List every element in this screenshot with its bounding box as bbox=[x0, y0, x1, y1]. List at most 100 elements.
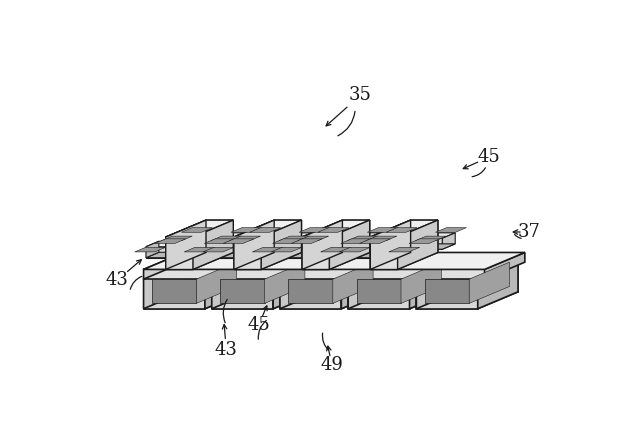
Polygon shape bbox=[143, 292, 245, 309]
Polygon shape bbox=[291, 239, 322, 243]
Polygon shape bbox=[261, 220, 301, 269]
Polygon shape bbox=[330, 220, 370, 269]
Polygon shape bbox=[371, 220, 438, 237]
Polygon shape bbox=[371, 220, 411, 269]
Polygon shape bbox=[436, 228, 467, 232]
Polygon shape bbox=[234, 233, 247, 249]
Polygon shape bbox=[234, 237, 261, 269]
Polygon shape bbox=[166, 233, 179, 249]
Polygon shape bbox=[166, 220, 206, 269]
Polygon shape bbox=[302, 220, 342, 269]
Polygon shape bbox=[302, 220, 342, 269]
Polygon shape bbox=[371, 220, 438, 237]
Polygon shape bbox=[212, 262, 252, 309]
Polygon shape bbox=[397, 220, 438, 269]
Polygon shape bbox=[135, 247, 166, 252]
Polygon shape bbox=[166, 244, 251, 249]
Text: 49: 49 bbox=[321, 356, 344, 375]
Polygon shape bbox=[348, 279, 410, 309]
Polygon shape bbox=[143, 269, 484, 279]
Polygon shape bbox=[366, 236, 397, 241]
Polygon shape bbox=[155, 239, 186, 243]
Text: 43: 43 bbox=[106, 271, 129, 289]
Polygon shape bbox=[351, 252, 435, 258]
Text: 35: 35 bbox=[349, 86, 372, 104]
Polygon shape bbox=[214, 252, 299, 258]
Polygon shape bbox=[302, 220, 370, 237]
Polygon shape bbox=[146, 241, 159, 258]
Polygon shape bbox=[282, 247, 354, 258]
Polygon shape bbox=[417, 292, 518, 309]
Polygon shape bbox=[223, 239, 254, 243]
Polygon shape bbox=[415, 236, 446, 241]
Polygon shape bbox=[212, 292, 314, 309]
Polygon shape bbox=[282, 241, 295, 258]
Polygon shape bbox=[166, 233, 251, 238]
Text: 45: 45 bbox=[247, 317, 270, 334]
Polygon shape bbox=[143, 252, 525, 269]
Polygon shape bbox=[234, 220, 274, 269]
Polygon shape bbox=[417, 279, 477, 309]
Polygon shape bbox=[302, 237, 330, 269]
Polygon shape bbox=[212, 279, 273, 309]
Polygon shape bbox=[184, 247, 215, 252]
Polygon shape bbox=[477, 262, 518, 309]
Polygon shape bbox=[371, 233, 383, 249]
Polygon shape bbox=[306, 233, 319, 249]
Polygon shape bbox=[303, 233, 316, 249]
Polygon shape bbox=[303, 233, 387, 238]
Polygon shape bbox=[339, 247, 371, 252]
Polygon shape bbox=[299, 228, 330, 232]
Polygon shape bbox=[401, 262, 442, 304]
Polygon shape bbox=[261, 220, 301, 269]
Polygon shape bbox=[371, 237, 397, 269]
Polygon shape bbox=[354, 241, 367, 258]
Polygon shape bbox=[371, 238, 442, 249]
Polygon shape bbox=[214, 241, 299, 247]
Polygon shape bbox=[282, 241, 367, 247]
Polygon shape bbox=[196, 262, 237, 304]
Polygon shape bbox=[234, 220, 301, 237]
Polygon shape bbox=[143, 279, 205, 309]
Polygon shape bbox=[237, 233, 251, 249]
Polygon shape bbox=[302, 237, 330, 269]
Polygon shape bbox=[273, 239, 303, 243]
Polygon shape bbox=[166, 220, 234, 237]
Polygon shape bbox=[214, 241, 227, 258]
Polygon shape bbox=[211, 236, 242, 241]
Polygon shape bbox=[318, 228, 349, 232]
Polygon shape bbox=[321, 247, 351, 252]
Polygon shape bbox=[214, 247, 286, 258]
Polygon shape bbox=[298, 236, 329, 241]
Polygon shape bbox=[303, 238, 374, 249]
Polygon shape bbox=[280, 262, 320, 309]
Polygon shape bbox=[166, 238, 237, 249]
Polygon shape bbox=[271, 247, 302, 252]
Polygon shape bbox=[356, 279, 401, 304]
Polygon shape bbox=[203, 247, 234, 252]
Polygon shape bbox=[204, 239, 236, 243]
Polygon shape bbox=[193, 220, 234, 269]
Polygon shape bbox=[388, 247, 420, 252]
Polygon shape bbox=[231, 228, 262, 232]
Polygon shape bbox=[166, 237, 193, 269]
Polygon shape bbox=[371, 244, 455, 249]
Text: 37: 37 bbox=[518, 223, 540, 241]
Text: 45: 45 bbox=[478, 148, 500, 166]
Polygon shape bbox=[425, 279, 469, 304]
Polygon shape bbox=[371, 220, 411, 269]
Polygon shape bbox=[279, 236, 310, 241]
Polygon shape bbox=[182, 228, 212, 232]
Polygon shape bbox=[351, 247, 422, 258]
Polygon shape bbox=[264, 262, 305, 304]
Polygon shape bbox=[273, 262, 314, 309]
Polygon shape bbox=[397, 220, 438, 269]
Polygon shape bbox=[166, 220, 206, 269]
Polygon shape bbox=[205, 262, 245, 309]
Polygon shape bbox=[422, 241, 435, 258]
Polygon shape bbox=[457, 262, 518, 292]
Polygon shape bbox=[152, 279, 196, 304]
Polygon shape bbox=[374, 233, 387, 249]
Polygon shape bbox=[230, 236, 260, 241]
Polygon shape bbox=[348, 292, 450, 309]
